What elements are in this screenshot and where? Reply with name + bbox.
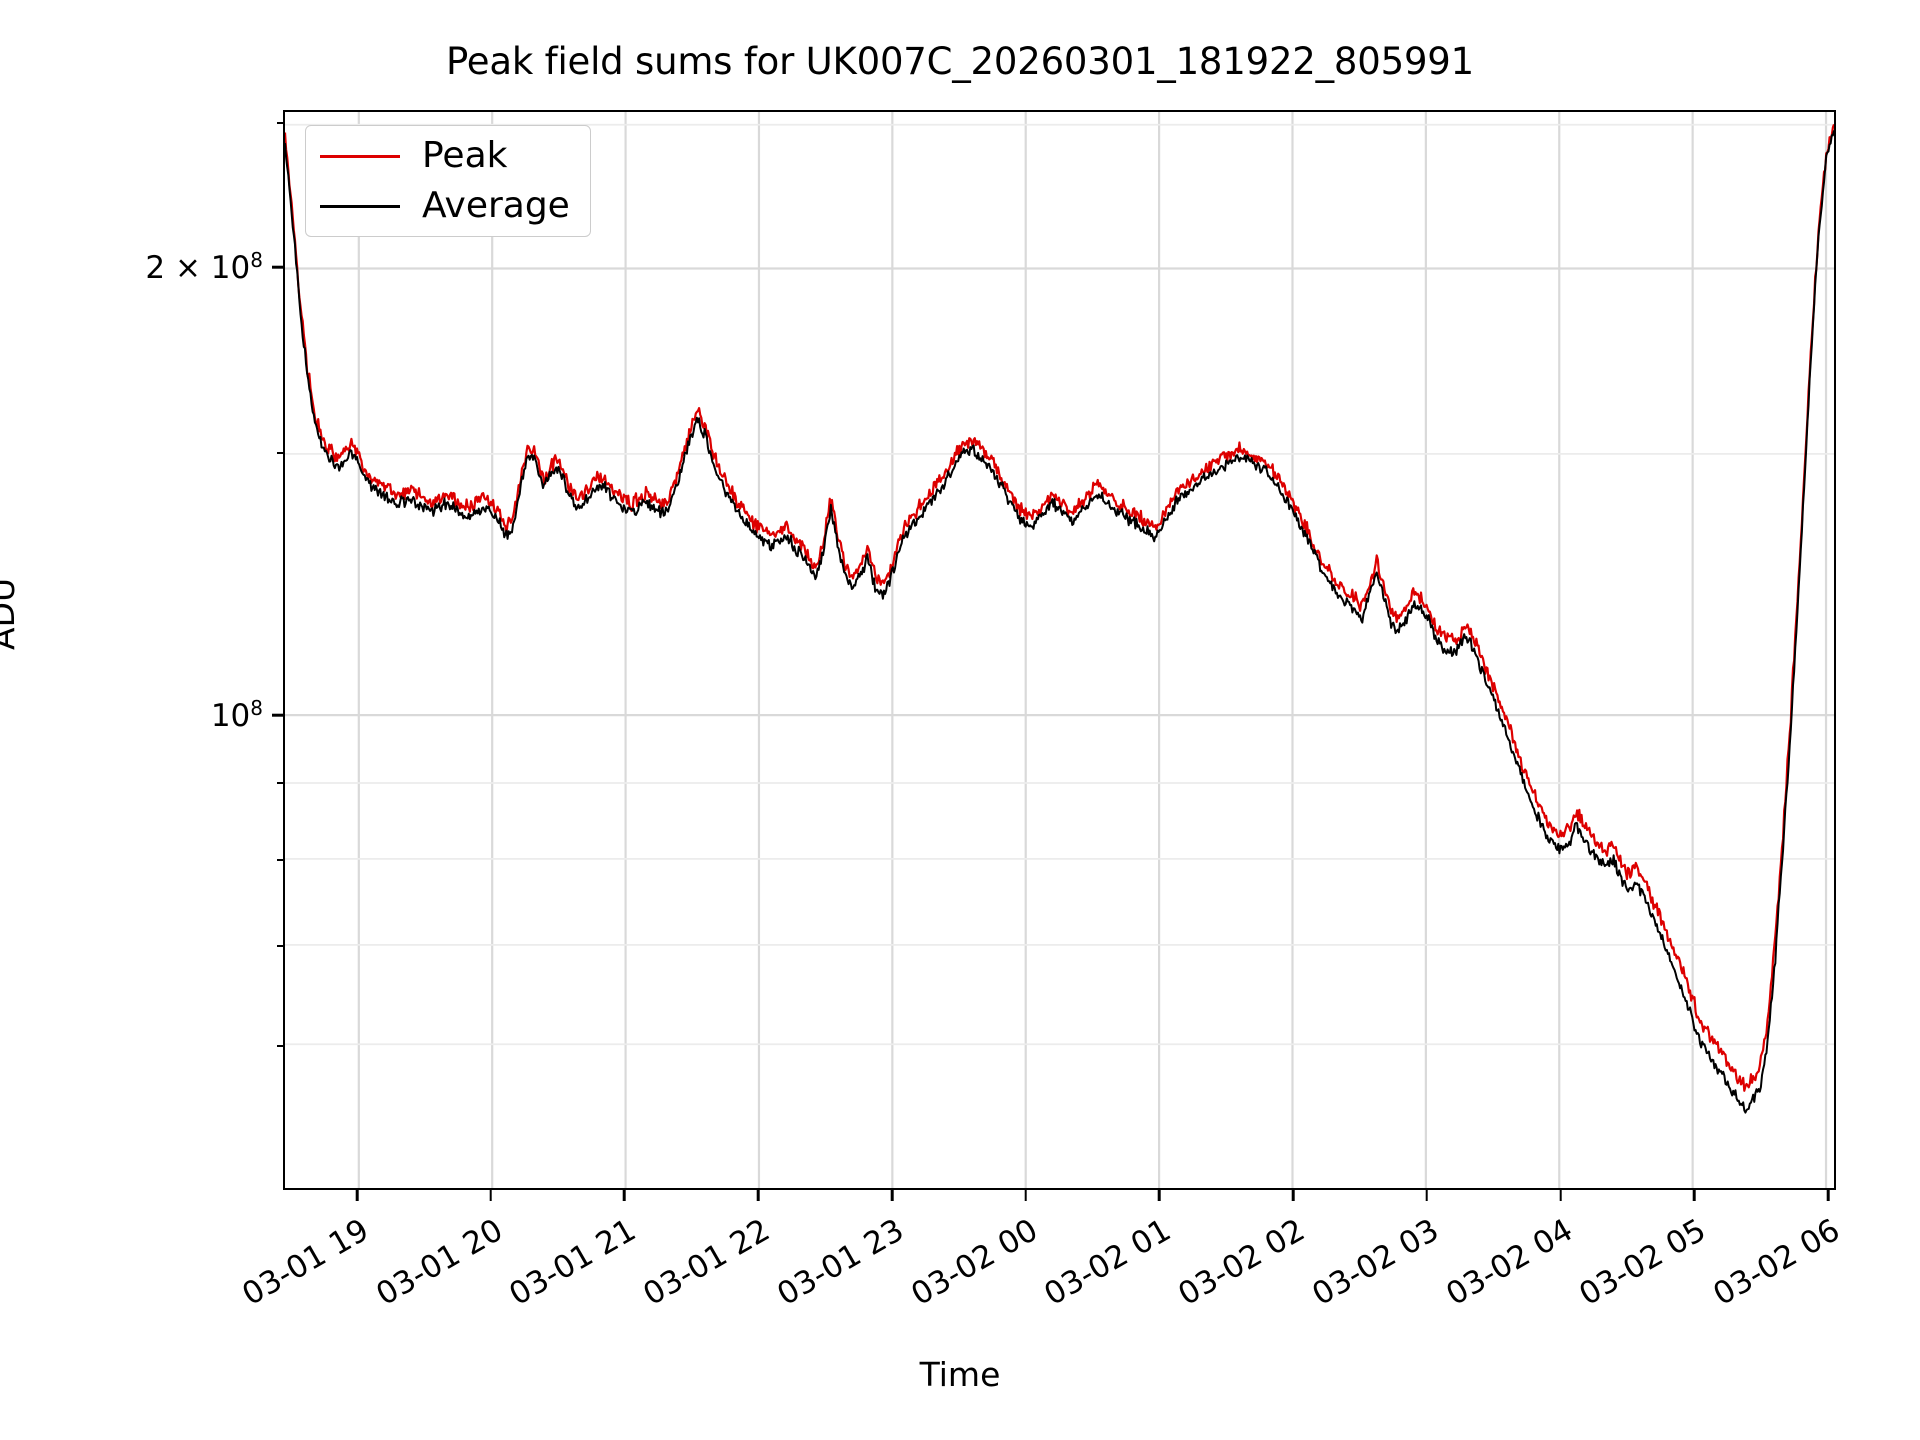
chart-legend[interactable]: Peak Average	[305, 125, 591, 237]
x-tick-mark	[1291, 1190, 1295, 1201]
x-tick-mark	[1559, 1190, 1562, 1201]
y-axis-label: ADU	[0, 577, 22, 650]
y-tick-mark-minor	[277, 945, 283, 947]
x-tick-mark	[1692, 1190, 1696, 1201]
data-series	[285, 123, 1834, 1114]
x-tick-mark	[1024, 1190, 1027, 1201]
x-tick-mark	[623, 1190, 626, 1201]
y-tick-mark-minor	[277, 782, 283, 785]
plot-area	[283, 110, 1836, 1190]
legend-item-average[interactable]: Average	[320, 188, 570, 224]
x-tick-mark	[890, 1190, 894, 1201]
legend-label: Peak	[422, 135, 508, 176]
x-tick-mark	[756, 1190, 760, 1201]
legend-color-swatch	[320, 154, 400, 158]
y-tick-label: 2 × 108	[145, 247, 263, 287]
y-tick-mark	[272, 265, 283, 269]
y-tick-mark-minor	[277, 121, 283, 124]
y-tick-mark	[272, 714, 283, 717]
legend-color-swatch	[320, 204, 400, 208]
legend-label: Average	[422, 185, 570, 226]
page-title: Peak field sums for UK007C_20260301_1819…	[446, 40, 1474, 83]
grid-lines	[285, 112, 1834, 1188]
legend-item-peak[interactable]: Peak	[320, 138, 570, 174]
y-tick-mark-minor	[277, 452, 283, 455]
x-tick-mark	[1158, 1190, 1161, 1201]
x-tick-mark	[1826, 1190, 1830, 1201]
y-tick-mark-minor	[277, 1044, 283, 1047]
x-axis-label: Time	[919, 1355, 1001, 1394]
x-tick-mark	[1425, 1190, 1429, 1201]
x-tick-mark	[489, 1190, 493, 1201]
x-tick-mark	[355, 1190, 359, 1201]
y-tick-label: 108	[210, 696, 263, 735]
y-tick-mark-minor	[277, 858, 283, 861]
